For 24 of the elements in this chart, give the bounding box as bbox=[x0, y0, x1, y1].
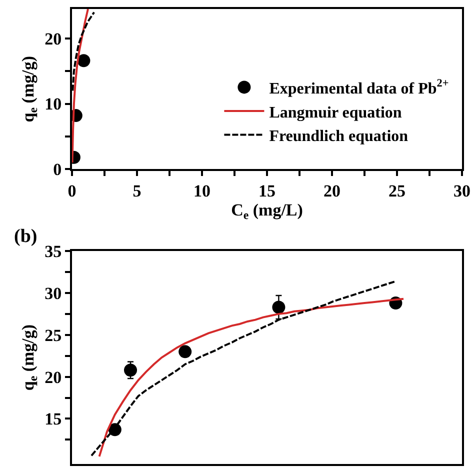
legend-label: Langmuir equation bbox=[269, 104, 402, 122]
y-tick-label: 30 bbox=[44, 284, 62, 303]
y-tick-label: 20 bbox=[44, 29, 62, 48]
y-tick-label: 20 bbox=[44, 368, 62, 387]
y-tick-label: 15 bbox=[44, 410, 62, 429]
x-tick-label: 20 bbox=[324, 182, 340, 201]
y-tick-label: 10 bbox=[44, 94, 62, 114]
point bbox=[178, 345, 192, 358]
line-series bbox=[72, 9, 89, 164]
x-axis-title: C$_{e}$ (mg/L) bbox=[231, 200, 303, 222]
text: (b) bbox=[14, 226, 38, 247]
y-tick-label: 25 bbox=[44, 326, 62, 345]
legend-label: Experimental data of Pb$^{2+}$ bbox=[269, 78, 449, 98]
legend-label: Freundlich equation bbox=[269, 128, 408, 146]
x-tick-label: 0 bbox=[68, 182, 76, 201]
x-tick-label: 15 bbox=[258, 182, 276, 201]
y-tick-label: 35 bbox=[44, 242, 62, 262]
x-tick-label: 5 bbox=[132, 182, 142, 201]
point bbox=[124, 364, 137, 377]
y-tick-label: 0 bbox=[53, 160, 62, 180]
x-tick-label: 10 bbox=[194, 182, 210, 201]
x-tick-label: 25 bbox=[388, 182, 406, 201]
x-tick-label: 30 bbox=[454, 182, 470, 201]
point bbox=[272, 300, 286, 314]
